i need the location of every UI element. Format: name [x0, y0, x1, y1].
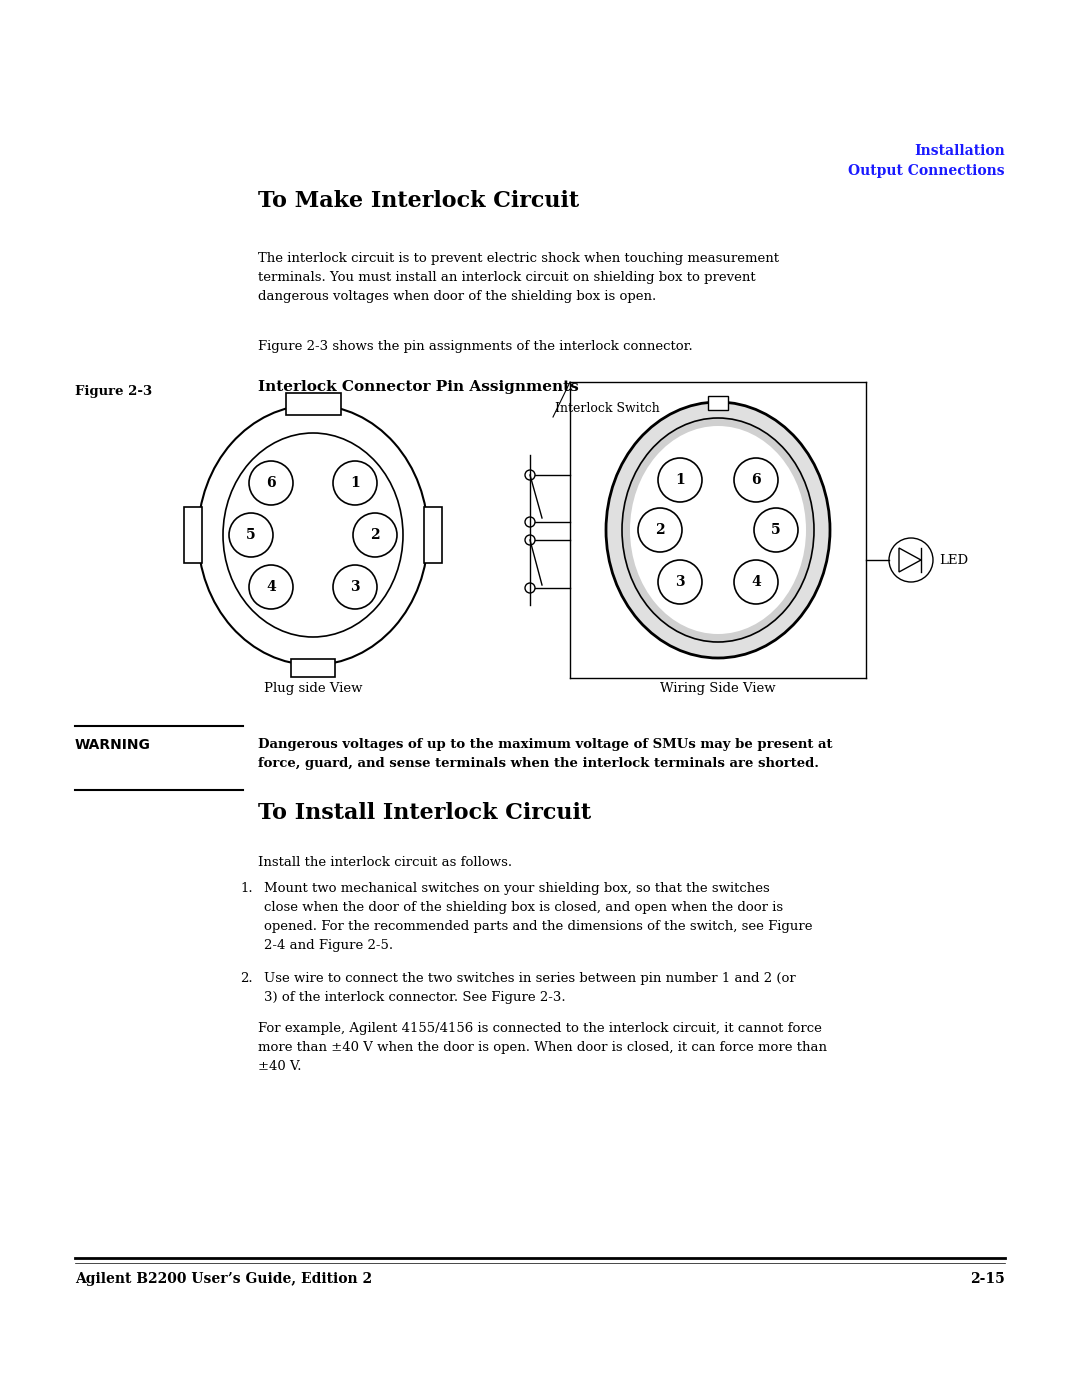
Circle shape — [734, 458, 778, 502]
Circle shape — [353, 513, 397, 557]
Text: 3: 3 — [675, 576, 685, 590]
Text: For example, Agilent 4155/4156 is connected to the interlock circuit, it cannot : For example, Agilent 4155/4156 is connec… — [258, 1023, 827, 1073]
Circle shape — [333, 461, 377, 504]
Circle shape — [229, 513, 273, 557]
Text: To Make Interlock Circuit: To Make Interlock Circuit — [258, 190, 579, 212]
Circle shape — [734, 560, 778, 604]
Circle shape — [754, 509, 798, 552]
Text: Interlock Switch: Interlock Switch — [555, 402, 660, 415]
FancyBboxPatch shape — [424, 507, 442, 563]
FancyBboxPatch shape — [708, 395, 728, 409]
Text: 2-15: 2-15 — [970, 1273, 1005, 1287]
Text: 2.: 2. — [240, 972, 253, 985]
Text: 4: 4 — [266, 580, 275, 594]
Text: WARNING: WARNING — [75, 738, 151, 752]
Text: Use wire to connect the two switches in series between pin number 1 and 2 (or
3): Use wire to connect the two switches in … — [264, 972, 796, 1004]
Text: Plug side View: Plug side View — [264, 682, 362, 694]
Text: 1: 1 — [675, 474, 685, 488]
Text: Output Connections: Output Connections — [849, 163, 1005, 177]
Text: To Install Interlock Circuit: To Install Interlock Circuit — [258, 802, 591, 824]
Text: Installation: Installation — [915, 144, 1005, 158]
Text: 5: 5 — [771, 522, 781, 536]
Text: 2: 2 — [656, 522, 665, 536]
Ellipse shape — [622, 418, 814, 643]
Text: 2: 2 — [370, 528, 380, 542]
Text: 6: 6 — [752, 474, 760, 488]
Text: Agilent B2200 User’s Guide, Edition 2: Agilent B2200 User’s Guide, Edition 2 — [75, 1273, 373, 1287]
Text: LED: LED — [939, 553, 968, 567]
Circle shape — [249, 564, 293, 609]
Text: 6: 6 — [266, 476, 275, 490]
Text: 5: 5 — [246, 528, 256, 542]
Circle shape — [658, 458, 702, 502]
Text: 1: 1 — [350, 476, 360, 490]
Text: Figure 2-3: Figure 2-3 — [75, 386, 152, 398]
Text: Install the interlock circuit as follows.: Install the interlock circuit as follows… — [258, 856, 512, 869]
Ellipse shape — [606, 402, 831, 658]
Text: Interlock Connector Pin Assignments: Interlock Connector Pin Assignments — [258, 380, 579, 394]
Text: Figure 2-3 shows the pin assignments of the interlock connector.: Figure 2-3 shows the pin assignments of … — [258, 339, 692, 353]
Text: 3: 3 — [350, 580, 360, 594]
Text: Mount two mechanical switches on your shielding box, so that the switches
close : Mount two mechanical switches on your sh… — [264, 882, 812, 951]
Text: The interlock circuit is to prevent electric shock when touching measurement
ter: The interlock circuit is to prevent elec… — [258, 251, 779, 303]
Text: Wiring Side View: Wiring Side View — [660, 682, 775, 694]
Circle shape — [249, 461, 293, 504]
FancyBboxPatch shape — [184, 507, 202, 563]
FancyBboxPatch shape — [291, 659, 335, 678]
Circle shape — [638, 509, 681, 552]
Circle shape — [658, 560, 702, 604]
Circle shape — [333, 564, 377, 609]
Text: Dangerous voltages of up to the maximum voltage of SMUs may be present at
force,: Dangerous voltages of up to the maximum … — [258, 738, 833, 770]
Ellipse shape — [630, 426, 806, 634]
FancyBboxPatch shape — [285, 393, 340, 415]
Text: 4: 4 — [751, 576, 761, 590]
Text: 1.: 1. — [240, 882, 253, 895]
